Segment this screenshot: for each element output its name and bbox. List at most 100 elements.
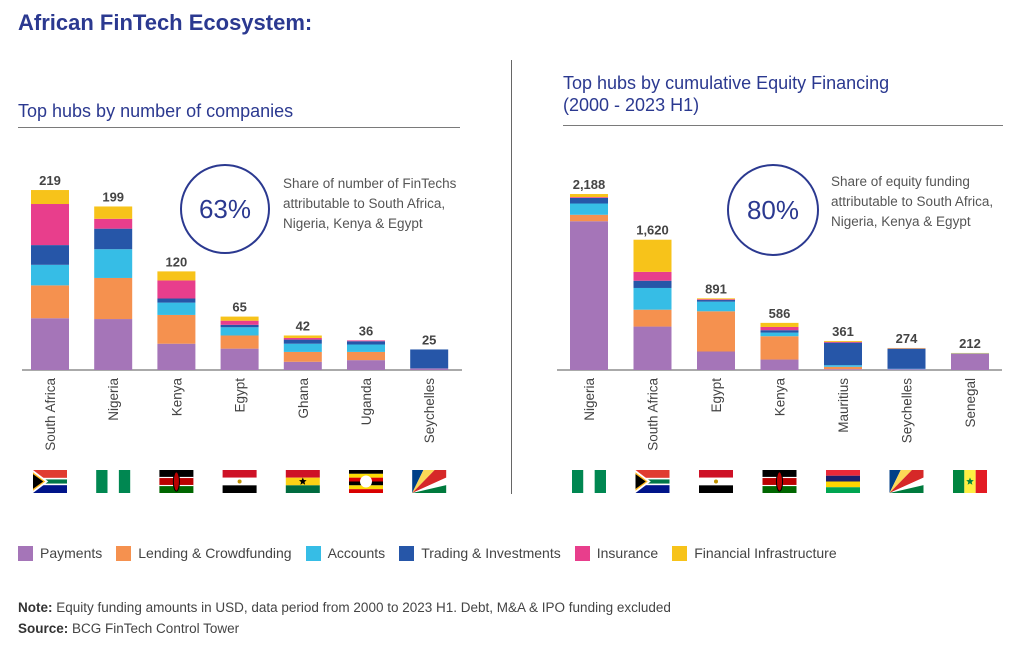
bar-segment-ghana-infrastructure [283, 335, 322, 338]
bar-segment-south-africa-insurance [633, 271, 672, 281]
category-label-uganda: Uganda [359, 378, 374, 426]
bar-segment-ghana-trading [283, 339, 322, 344]
bar-segment-seychelles-trading [887, 348, 926, 369]
note-label: Note: [18, 600, 53, 615]
category-label-kenya: Kenya [773, 378, 788, 417]
bar-segment-south-africa-lending [633, 309, 672, 327]
legend-label-accounts: Accounts [327, 545, 386, 561]
right-subtitle-rule [563, 125, 1003, 126]
source-text: BCG FinTech Control Tower [72, 621, 240, 636]
category-label-kenya: Kenya [169, 378, 184, 417]
bar-segment-mauritius-infrastructure [824, 340, 862, 342]
bar-segment-nigeria-accounts [570, 203, 608, 215]
flag-mauritius-icon [826, 470, 860, 493]
legend-label-trading: Trading & Investments [421, 545, 561, 561]
left-chart-subtitle: Top hubs by number of companies [18, 101, 294, 121]
bar-segment-kenya-accounts [760, 332, 799, 337]
bar-segment-south-africa-payments [633, 326, 672, 370]
left-share-text: Share of number of FinTechs attributable… [283, 176, 457, 231]
bar-segment-ghana-payments [283, 361, 322, 370]
total-label-nigeria: 2,188 [573, 177, 606, 192]
left-share-circle: 63% [180, 164, 270, 254]
bar-segment-mauritius-accounts [824, 365, 862, 367]
bar-segment-egypt-accounts [697, 301, 735, 312]
bar-segment-south-africa-trading [633, 280, 672, 288]
left-share-value: 63% [198, 193, 252, 224]
bar-segment-nigeria-insurance [570, 197, 608, 198]
legend-item-lending: Lending & Crowdfunding [116, 545, 292, 561]
bar-segment-egypt-lending [697, 311, 735, 352]
bar-segment-mauritius-lending [824, 366, 862, 370]
bar-segment-nigeria-infrastructure [94, 206, 133, 219]
bar-segment-nigeria-infrastructure [570, 194, 608, 198]
bar-segment-kenya-trading [760, 330, 799, 333]
total-label-seychelles: 25 [422, 332, 436, 347]
legend-label-payments: Payments [40, 545, 103, 561]
bar-segment-seychelles-trading [410, 349, 449, 369]
bar-segment-senegal-payments [951, 353, 989, 370]
bar-segment-mauritius-payments [824, 369, 862, 370]
total-label-mauritius: 361 [832, 324, 854, 339]
category-label-egypt: Egypt [233, 378, 248, 413]
total-label-uganda: 36 [359, 323, 373, 338]
legend-item-payments: Payments [18, 545, 102, 561]
bar-segment-uganda-payments [347, 360, 385, 370]
source-label: Source: [18, 621, 69, 636]
right-share-text: Share of equity funding attributable to … [831, 174, 994, 229]
category-label-egypt: Egypt [709, 378, 724, 413]
bar-segment-kenya-payments [157, 343, 196, 370]
category-label-nigeria: Nigeria [582, 378, 597, 421]
bar-segment-nigeria-payments [94, 319, 133, 370]
bar-segment-egypt-lending [220, 335, 259, 349]
flag-south-africa-icon [33, 470, 67, 493]
bar-segment-ghana-lending [283, 351, 322, 362]
bar-segment-egypt-insurance [697, 299, 735, 301]
bar-segment-uganda-trading [347, 341, 385, 345]
source-line: Source: BCG FinTech Control Tower [18, 621, 239, 636]
total-label-senegal: 212 [959, 336, 981, 351]
bar-segment-egypt-payments [697, 351, 735, 370]
bar-segment-kenya-payments [760, 359, 799, 370]
flag-kenya-icon [159, 470, 194, 493]
bar-segment-seychelles-payments [887, 369, 926, 370]
right-share-circle: 80% [727, 164, 819, 256]
flag-egypt-icon [222, 470, 257, 493]
bar-segment-uganda-insurance [347, 340, 385, 342]
bar-segment-mauritius-insurance [824, 341, 862, 343]
bar-segment-ghana-accounts [283, 343, 322, 352]
bar-segment-south-africa-insurance [31, 204, 69, 246]
right-share-value: 80% [746, 194, 800, 225]
bar-segment-egypt-infrastructure [220, 316, 259, 321]
category-label-seychelles: Seychelles [422, 378, 437, 444]
right-stacked-bar-chart: 2,188 Nigeria 1,620 South Africa 891 Egypt 586… [557, 177, 1002, 493]
bar-segment-uganda-accounts [347, 344, 385, 352]
bar-segment-egypt-insurance [220, 320, 259, 325]
total-label-egypt: 65 [232, 300, 246, 315]
bar-segment-nigeria-insurance [94, 218, 133, 229]
bar-segment-nigeria-lending [570, 214, 608, 222]
category-label-ghana: Ghana [296, 378, 311, 419]
flag-ghana-icon [285, 470, 320, 493]
category-label-mauritius: Mauritius [836, 378, 851, 433]
category-label-nigeria: Nigeria [106, 378, 121, 421]
total-label-egypt: 891 [705, 281, 727, 296]
category-label-senegal: Senegal [963, 378, 978, 428]
legend-label-infrastructure: Financial Infrastructure [694, 545, 837, 561]
total-label-nigeria: 199 [102, 189, 124, 204]
legend-swatch-insurance [574, 545, 590, 561]
legend-item-trading: Trading & Investments [399, 545, 561, 561]
bar-segment-kenya-trading [157, 298, 196, 303]
page-title: African FinTech Ecosystem: [18, 10, 313, 35]
bar-segment-egypt-trading [697, 300, 735, 302]
bar-segment-kenya-insurance [760, 326, 799, 331]
legend-item-insurance: Insurance [574, 545, 658, 561]
flag-kenya-icon [762, 470, 797, 493]
bar-segment-nigeria-trading [570, 197, 608, 204]
flag-senegal-icon [953, 470, 987, 493]
flag-seychelles-icon [889, 470, 924, 493]
bar-segment-south-africa-trading [31, 245, 69, 265]
flag-nigeria-icon [96, 470, 131, 493]
bar-segment-south-africa-lending [31, 285, 69, 319]
total-label-seychelles: 274 [896, 331, 918, 346]
bar-segment-kenya-infrastructure [157, 271, 196, 281]
